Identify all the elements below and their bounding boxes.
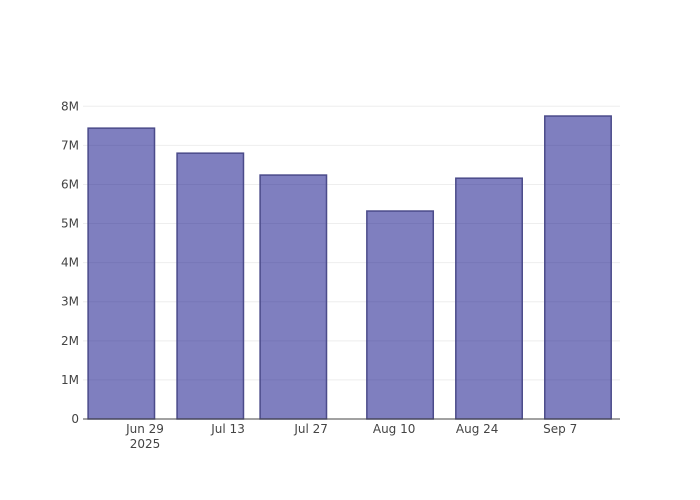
x-tick-label: Jun 29 2025 xyxy=(125,422,164,451)
y-tick-label: 7M xyxy=(61,138,79,152)
y-tick-label: 1M xyxy=(61,372,79,386)
y-tick-label: 8M xyxy=(61,99,79,113)
y-tick-label: 0 xyxy=(71,412,79,426)
x-tick-label: Jul 27 xyxy=(293,422,328,436)
y-tick-label: 4M xyxy=(61,255,79,269)
x-tick-label: Aug 24 xyxy=(456,422,499,436)
bar xyxy=(259,174,328,420)
y-tick-label: 2M xyxy=(61,333,79,347)
y-tick-label: 3M xyxy=(61,294,79,308)
bar xyxy=(544,115,612,420)
x-tick-label: Jul 13 xyxy=(210,422,245,436)
bar xyxy=(87,127,156,420)
bar xyxy=(366,210,435,420)
bar xyxy=(455,177,523,420)
y-tick-label: 5M xyxy=(61,216,79,230)
x-tick-label: Aug 10 xyxy=(373,422,416,436)
y-tick-label: 6M xyxy=(61,177,79,191)
x-tick-label: Sep 7 xyxy=(543,422,577,436)
bar xyxy=(176,152,245,420)
